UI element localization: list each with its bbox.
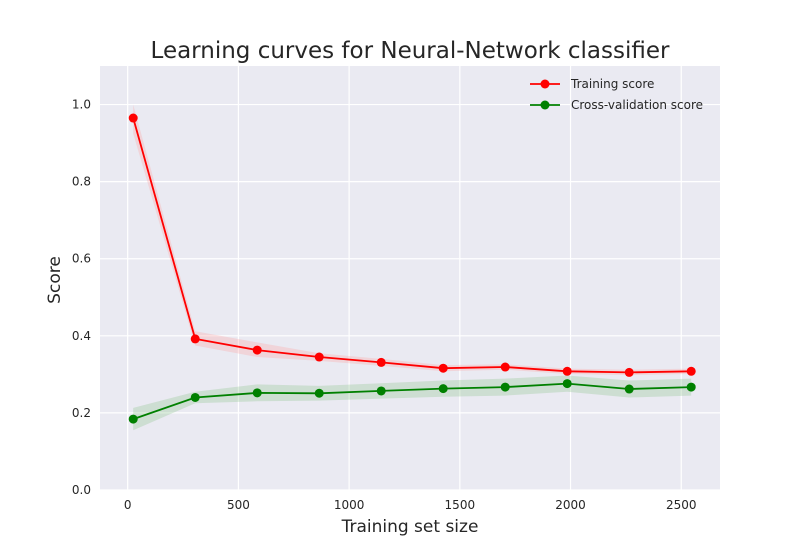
score-bands (133, 104, 692, 431)
training-score-point (438, 363, 448, 373)
x-tick-labels: 0 500 1000 1500 2000 2500 (124, 498, 697, 512)
cv-score-band (133, 375, 692, 431)
training-score-point (562, 366, 572, 376)
cv-score-point (562, 379, 572, 389)
cv-score-point (686, 382, 696, 392)
grid-lines (100, 66, 720, 491)
cv-score-point (314, 388, 324, 398)
x-tick-label: 2500 (666, 498, 697, 512)
training-score-line (132, 117, 692, 374)
chart-title: Learning curves for Neural-Network class… (151, 38, 670, 64)
x-tick-label: 1500 (445, 498, 476, 512)
y-tick-label: 0.6 (72, 252, 91, 266)
training-score-point (686, 366, 696, 376)
legend-cv-marker (540, 100, 550, 110)
series-points (128, 113, 696, 424)
x-tick-label: 2000 (555, 498, 586, 512)
x-axis-label: Training set size (341, 517, 479, 537)
y-tick-label: 0.0 (72, 483, 91, 497)
legend: Training score Cross-validation score (530, 77, 703, 112)
cv-score-point (438, 384, 448, 394)
training-score-point (128, 113, 138, 123)
y-axis-label: Score (45, 256, 65, 304)
legend-training-marker (540, 79, 550, 89)
cv-score-point (500, 382, 510, 392)
cv-score-line (132, 382, 692, 420)
y-tick-label: 0.8 (72, 175, 91, 189)
training-score-point (376, 357, 386, 367)
cv-score-point (128, 414, 138, 424)
y-tick-label: 1.0 (72, 98, 91, 112)
y-tick-label: 0.2 (72, 406, 91, 420)
training-score-point (500, 362, 510, 372)
training-score-point (314, 352, 324, 362)
x-tick-label: 500 (227, 498, 250, 512)
x-tick-label: 1000 (334, 498, 365, 512)
x-tick-label: 0 (124, 498, 132, 512)
cv-score-point (376, 386, 386, 396)
legend-training-label: Training score (570, 77, 654, 91)
cv-score-point (190, 392, 200, 402)
y-tick-labels: 0.0 0.2 0.4 0.6 0.8 1.0 (72, 98, 91, 497)
training-score-point (190, 334, 200, 344)
y-tick-label: 0.4 (72, 329, 91, 343)
training-score-point (624, 367, 634, 377)
cv-score-point (624, 384, 634, 394)
cv-score-point (252, 388, 262, 398)
plot-area (100, 66, 720, 490)
series-lines (132, 117, 692, 420)
training-score-point (252, 345, 262, 355)
legend-cv-label: Cross-validation score (571, 98, 703, 112)
